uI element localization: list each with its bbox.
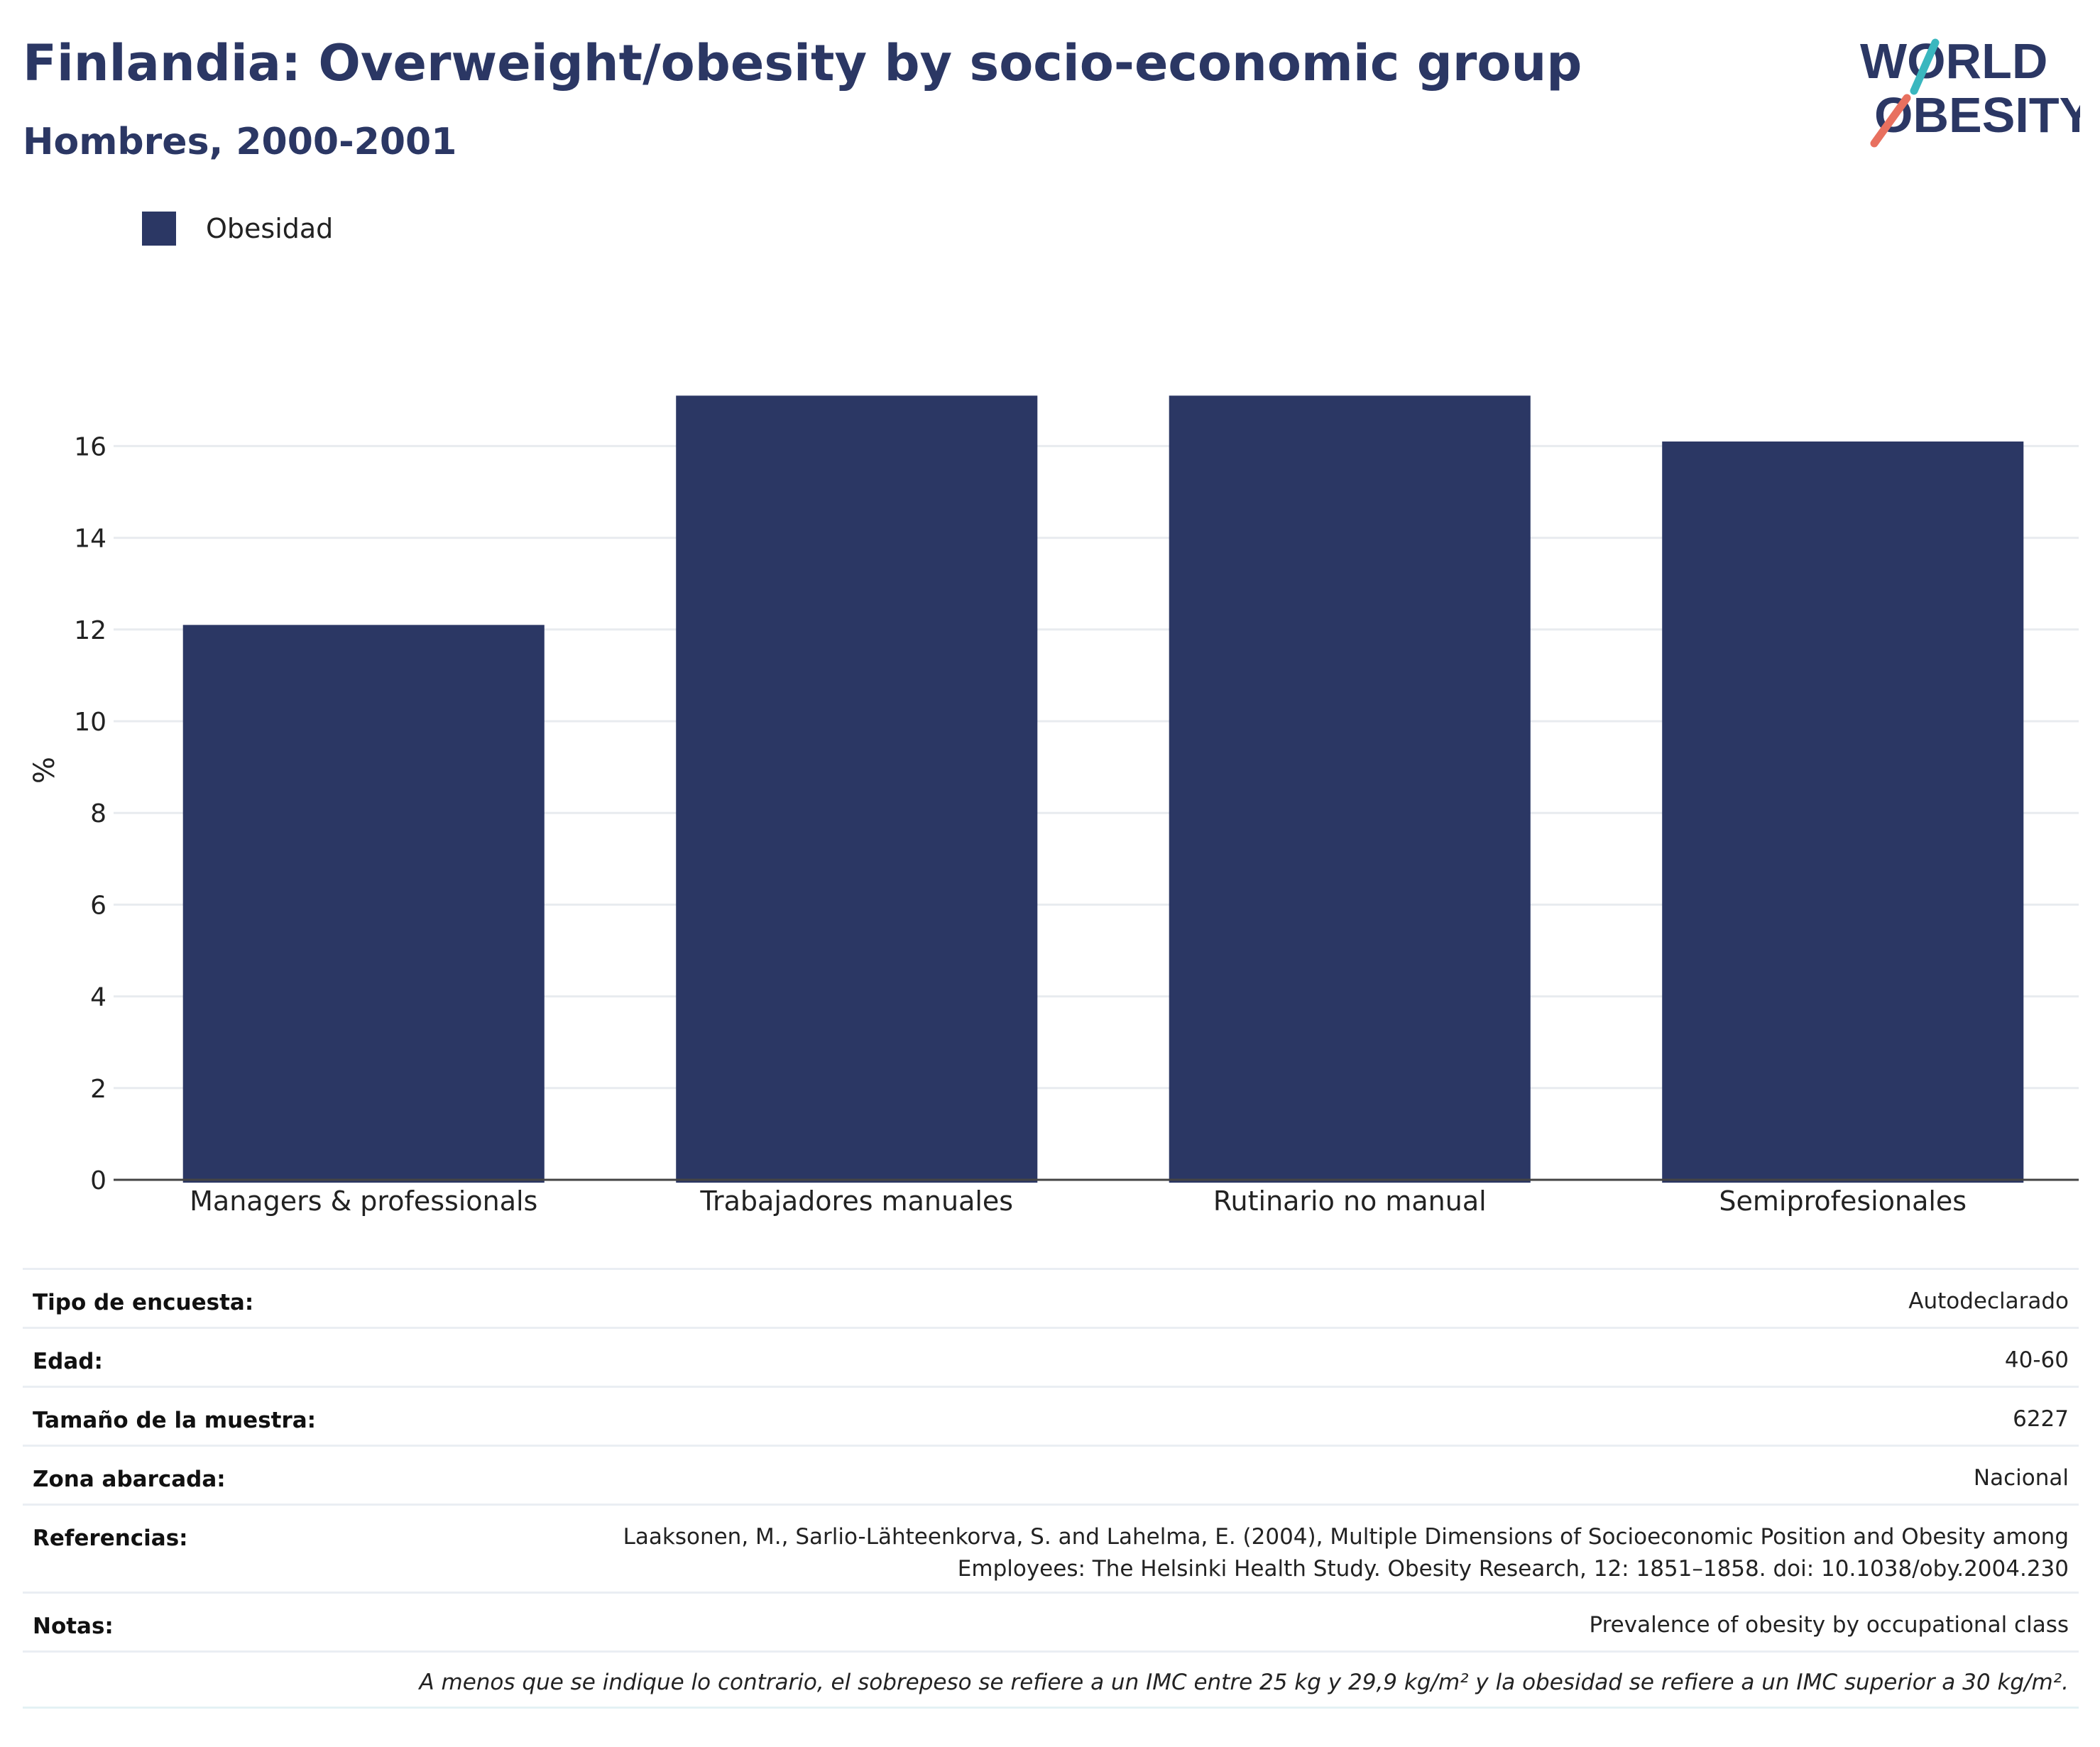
info-row-references: Referencias: Laaksonen, M., Sarlio-Lähte… (23, 1504, 2079, 1592)
info-label: Tamaño de la muestra: (33, 1408, 317, 1433)
legend-swatch-obesidad[interactable] (142, 212, 176, 246)
logo-teal-stroke (1910, 38, 1940, 95)
x-tick-label: Semiprofesionales (1719, 1185, 1967, 1217)
chart-subtitle: Hombres, 2000-2001 (23, 121, 457, 163)
reference-line-2: Employees: The Helsinki Health Study. Ob… (957, 1556, 2069, 1582)
bar[interactable] (1662, 441, 2024, 1183)
y-tick-label: 8 (90, 799, 106, 828)
world-obesity-logo: WORLD OBESITY (1860, 33, 2080, 148)
info-label: Notas: (33, 1614, 114, 1639)
survey-info-table: Tipo de encuesta: Autodeclarado Edad: 40… (23, 1268, 2079, 1709)
info-label: Referencias: (33, 1526, 188, 1551)
info-label: Zona abarcada: (33, 1467, 226, 1492)
footnote: A menos que se indique lo contrario, el … (23, 1650, 2079, 1709)
y-tick-label: 14 (74, 525, 106, 554)
info-value: Autodeclarado (1908, 1288, 2069, 1314)
bar[interactable] (1169, 395, 1531, 1183)
y-tick-label: 10 (74, 708, 106, 737)
logo-line1: WORLD (1860, 33, 2047, 89)
x-tick-label: Managers & professionals (190, 1185, 537, 1217)
info-row-age: Edad: 40-60 (23, 1327, 2079, 1386)
y-tick-label: 12 (74, 616, 106, 645)
y-tick-label: 16 (74, 432, 106, 461)
y-tick-label: 0 (90, 1166, 106, 1195)
info-label: Edad: (33, 1349, 103, 1374)
info-value: 6227 (2013, 1406, 2069, 1432)
y-tick-label: 2 (90, 1075, 106, 1104)
info-label: Tipo de encuesta: (33, 1290, 254, 1315)
y-tick-label: 4 (90, 983, 106, 1012)
info-row-coverage: Zona abarcada: Nacional (23, 1445, 2079, 1504)
info-value: Prevalence of obesity by occupational cl… (1589, 1612, 2069, 1638)
bar[interactable] (676, 395, 1038, 1183)
info-row-sample-size: Tamaño de la muestra: 6227 (23, 1386, 2079, 1445)
x-tick-label: Trabajadores manuales (699, 1185, 1013, 1217)
logo-coral-stroke (1870, 94, 1911, 148)
reference-line-1: Laaksonen, M., Sarlio-Lähteenkorva, S. a… (623, 1524, 2069, 1550)
info-value: Laaksonen, M., Sarlio-Lähteenkorva, S. a… (623, 1521, 2069, 1585)
y-tick-label: 6 (90, 891, 106, 920)
info-value: Nacional (1973, 1465, 2069, 1491)
bar[interactable] (182, 625, 545, 1183)
info-row-survey-type: Tipo de encuesta: Autodeclarado (23, 1268, 2079, 1327)
legend: Obesidad (142, 212, 333, 246)
legend-label-obesidad[interactable]: Obesidad (206, 213, 334, 244)
chart-title: Finlandia: Overweight/obesity by socio-e… (23, 34, 1582, 92)
info-row-notes: Notas: Prevalence of obesity by occupati… (23, 1592, 2079, 1650)
x-tick-label: Rutinario no manual (1213, 1185, 1487, 1217)
bar-chart: 0 2 4 6 8 10 12 14 16% Managers & professionals Tr… (28, 395, 2079, 1217)
info-value: 40-60 (2004, 1347, 2069, 1373)
y-axis-title: % (28, 757, 61, 784)
